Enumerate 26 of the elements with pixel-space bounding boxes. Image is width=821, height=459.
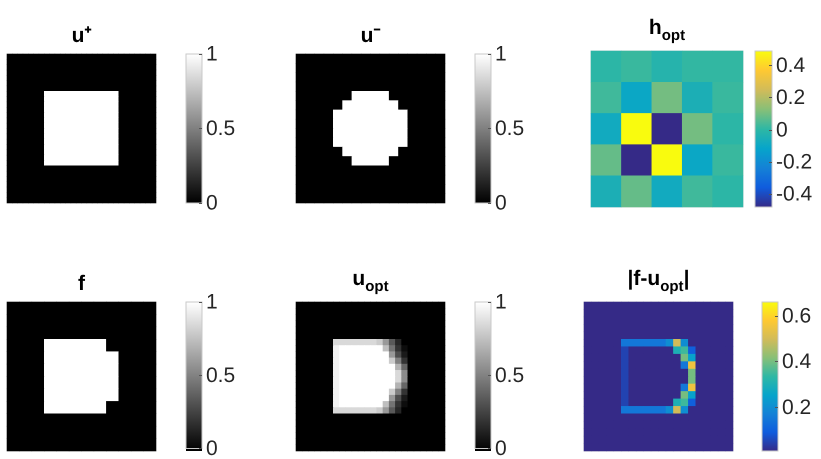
- color-bar-label: 0.2: [782, 396, 812, 419]
- color-bar-label: 1: [495, 42, 507, 66]
- color-bar-label: 0.5: [495, 364, 524, 387]
- color-bar-label: 1: [206, 290, 218, 314]
- color-bar-label: 0: [206, 192, 218, 214]
- color-bar-label: 0.2: [776, 86, 806, 110]
- chart-title: f: [77, 272, 86, 295]
- color-bar-label: 0.5: [495, 117, 524, 140]
- chart-title: u⁺: [70, 24, 92, 47]
- color-bar-label: 1: [206, 42, 218, 66]
- color-bar-label: 0.4: [776, 54, 806, 77]
- color-bar-label: 0.6: [782, 304, 812, 328]
- chart-title: u⁻: [360, 24, 382, 47]
- chart-title: u$_{opt}$: [351, 267, 390, 295]
- color-bar-label: 0.4: [782, 350, 812, 374]
- color-bar-label: 0: [495, 437, 507, 459]
- chart-title: |f-u$_{opt}$|: [626, 267, 690, 295]
- color-bar-label: 0: [206, 437, 218, 459]
- color-bar-label: 0: [776, 118, 788, 142]
- color-bar-label: -0.4: [776, 182, 813, 206]
- color-bar-label: 1: [495, 290, 507, 314]
- chart-title: h$_{opt}$: [648, 16, 686, 44]
- color-bar-label: 0.5: [206, 117, 236, 140]
- color-bar-label: 0.5: [206, 364, 236, 387]
- color-bar-label: 0: [495, 192, 507, 214]
- color-bar-label: -0.2: [776, 150, 812, 174]
